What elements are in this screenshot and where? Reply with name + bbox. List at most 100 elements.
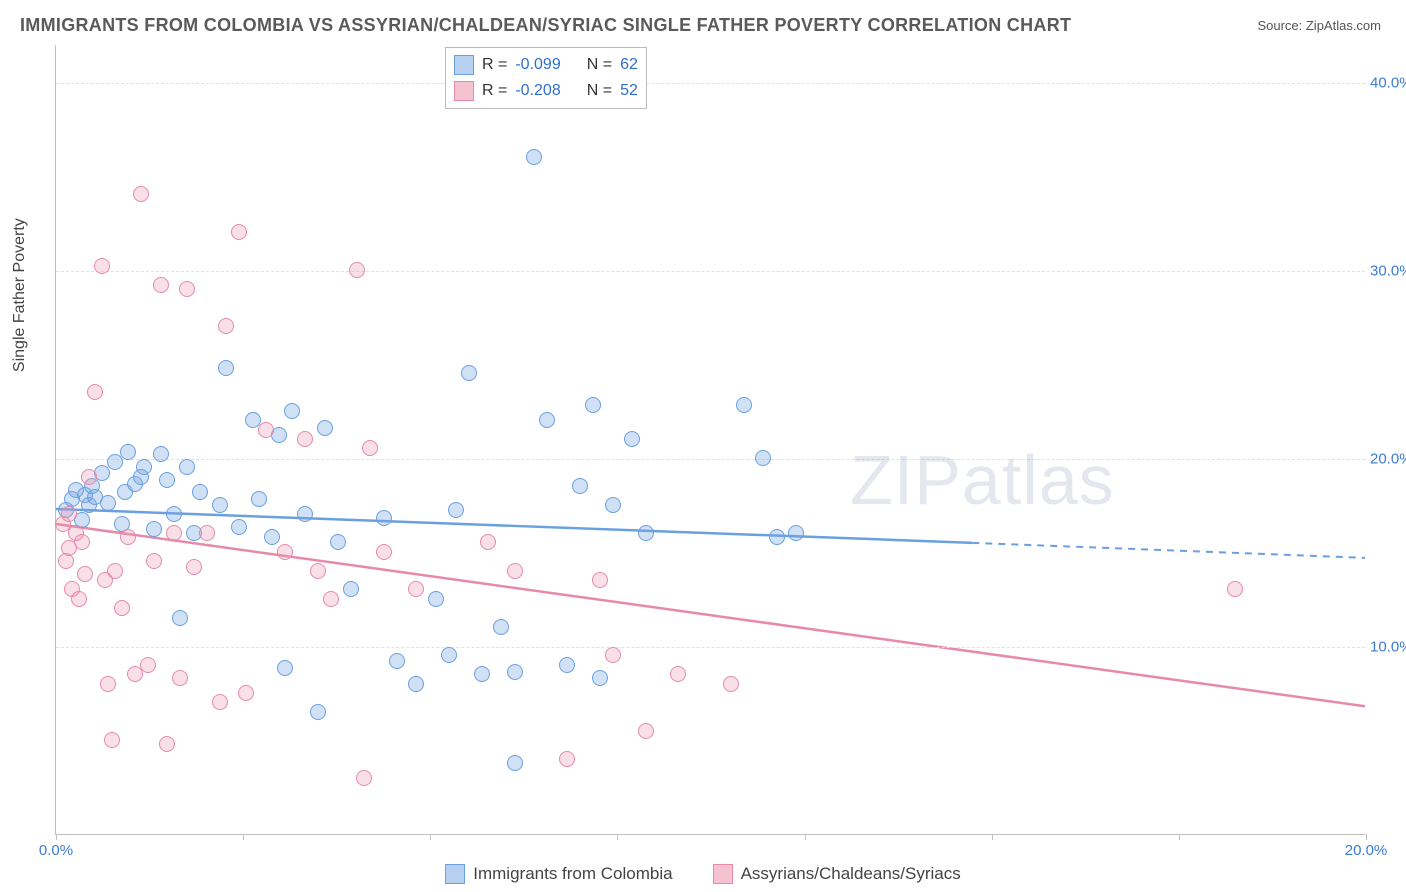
scatter-point xyxy=(343,581,359,597)
scatter-point xyxy=(389,653,405,669)
scatter-point xyxy=(179,281,195,297)
scatter-point xyxy=(159,736,175,752)
scatter-point xyxy=(376,544,392,560)
scatter-point xyxy=(153,277,169,293)
scatter-point xyxy=(277,660,293,676)
scatter-point xyxy=(114,600,130,616)
x-tick-mark xyxy=(430,834,431,840)
stat-legend-row: R =-0.099N =62 xyxy=(454,52,638,78)
legend-swatch xyxy=(445,864,465,884)
scatter-point xyxy=(670,666,686,682)
scatter-point xyxy=(526,149,542,165)
scatter-point xyxy=(120,444,136,460)
x-tick-mark xyxy=(805,834,806,840)
scatter-point xyxy=(605,647,621,663)
scatter-point xyxy=(192,484,208,500)
x-tick-mark xyxy=(992,834,993,840)
n-value: 52 xyxy=(620,82,638,100)
scatter-point xyxy=(507,563,523,579)
scatter-point xyxy=(297,506,313,522)
scatter-point xyxy=(74,534,90,550)
scatter-point xyxy=(264,529,280,545)
scatter-point xyxy=(179,459,195,475)
scatter-point xyxy=(788,525,804,541)
x-tick-mark xyxy=(1366,834,1367,840)
y-axis-label: Single Father Poverty xyxy=(11,218,29,372)
scatter-point xyxy=(94,258,110,274)
scatter-point xyxy=(559,657,575,673)
scatter-point xyxy=(559,751,575,767)
scatter-point xyxy=(212,694,228,710)
r-value: -0.099 xyxy=(515,56,560,74)
scatter-point xyxy=(723,676,739,692)
scatter-point xyxy=(605,497,621,513)
scatter-point xyxy=(755,450,771,466)
scatter-point xyxy=(212,497,228,513)
scatter-point xyxy=(146,553,162,569)
scatter-point xyxy=(474,666,490,682)
scatter-point xyxy=(310,563,326,579)
legend-item: Assyrians/Chaldeans/Syriacs xyxy=(713,864,961,884)
x-tick-mark xyxy=(1179,834,1180,840)
stat-legend-row: R =-0.208N =52 xyxy=(454,78,638,104)
scatter-point xyxy=(231,224,247,240)
scatter-point xyxy=(376,510,392,526)
legend-swatch xyxy=(713,864,733,884)
scatter-point xyxy=(323,591,339,607)
scatter-point xyxy=(592,572,608,588)
scatter-point xyxy=(461,365,477,381)
scatter-point xyxy=(448,502,464,518)
scatter-point xyxy=(186,559,202,575)
scatter-point xyxy=(585,397,601,413)
scatter-point xyxy=(356,770,372,786)
scatter-point xyxy=(77,566,93,582)
scatter-point xyxy=(284,403,300,419)
legend-label: Immigrants from Colombia xyxy=(473,864,672,884)
plot-area: 10.0%20.0%30.0%40.0%0.0%20.0% xyxy=(55,45,1365,835)
x-tick-mark xyxy=(617,834,618,840)
r-label: R = xyxy=(482,82,507,100)
scatter-point xyxy=(159,472,175,488)
scatter-point xyxy=(251,491,267,507)
gridline xyxy=(56,459,1365,460)
scatter-point xyxy=(136,459,152,475)
scatter-point xyxy=(330,534,346,550)
scatter-point xyxy=(146,521,162,537)
scatter-point xyxy=(441,647,457,663)
scatter-point xyxy=(507,664,523,680)
n-label: N = xyxy=(587,82,612,100)
scatter-point xyxy=(133,186,149,202)
chart-title: IMMIGRANTS FROM COLOMBIA VS ASSYRIAN/CHA… xyxy=(20,15,1071,36)
scatter-point xyxy=(408,581,424,597)
scatter-point xyxy=(572,478,588,494)
scatter-point xyxy=(104,732,120,748)
scatter-point xyxy=(238,685,254,701)
scatter-point xyxy=(769,529,785,545)
scatter-point xyxy=(172,610,188,626)
scatter-point xyxy=(100,676,116,692)
scatter-point xyxy=(408,676,424,692)
legend-label: Assyrians/Chaldeans/Syriacs xyxy=(741,864,961,884)
scatter-point xyxy=(218,360,234,376)
scatter-point xyxy=(480,534,496,550)
scatter-point xyxy=(61,506,77,522)
scatter-point xyxy=(231,519,247,535)
gridline xyxy=(56,83,1365,84)
x-tick-label: 0.0% xyxy=(39,842,73,859)
legend-item: Immigrants from Colombia xyxy=(445,864,672,884)
scatter-point xyxy=(349,262,365,278)
gridline xyxy=(56,647,1365,648)
x-tick-mark xyxy=(56,834,57,840)
scatter-point xyxy=(71,591,87,607)
scatter-point xyxy=(592,670,608,686)
source-link[interactable]: ZipAtlas.com xyxy=(1306,18,1381,33)
scatter-point xyxy=(166,525,182,541)
scatter-point xyxy=(87,384,103,400)
correlation-stats-box: R =-0.099N =62R =-0.208N =52 xyxy=(445,47,647,109)
scatter-point xyxy=(153,446,169,462)
scatter-point xyxy=(507,755,523,771)
scatter-point xyxy=(172,670,188,686)
y-tick-label: 40.0% xyxy=(1370,74,1406,91)
y-tick-label: 20.0% xyxy=(1370,450,1406,467)
y-tick-label: 10.0% xyxy=(1370,638,1406,655)
